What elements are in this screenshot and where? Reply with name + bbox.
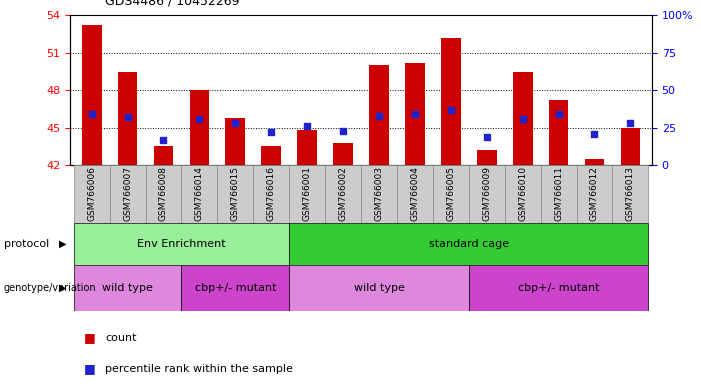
Bar (325, 165, 361, 223)
Bar (290, 223, 648, 265)
Point (409, 111, 421, 117)
Bar (189, 90, 210, 165)
Text: standard cage: standard cage (429, 239, 509, 249)
Bar (182, 165, 217, 223)
Text: GSM766007: GSM766007 (123, 166, 132, 222)
Text: ■: ■ (84, 331, 96, 344)
Bar (405, 63, 425, 165)
Bar (397, 165, 433, 223)
Bar (118, 71, 137, 165)
Point (86, 111, 97, 117)
Text: GSM766016: GSM766016 (266, 166, 275, 222)
Bar (512, 71, 533, 165)
Point (266, 129, 277, 135)
Text: GSM766003: GSM766003 (374, 166, 383, 222)
Text: cbp+/- mutant: cbp+/- mutant (195, 283, 276, 293)
Point (481, 134, 492, 140)
Text: ■: ■ (84, 362, 96, 375)
Bar (620, 127, 640, 165)
Bar (290, 165, 325, 223)
Bar (261, 146, 281, 165)
Text: GSM766013: GSM766013 (626, 166, 635, 222)
Bar (585, 159, 604, 165)
Bar (576, 165, 613, 223)
Point (193, 116, 205, 122)
Text: GSM766012: GSM766012 (590, 167, 599, 221)
Text: GSM766008: GSM766008 (159, 166, 168, 222)
Bar (540, 165, 576, 223)
Text: GSM766004: GSM766004 (410, 167, 419, 221)
Bar (333, 143, 353, 165)
Bar (154, 146, 173, 165)
Point (374, 113, 385, 119)
Text: wild type: wild type (102, 283, 153, 293)
Text: ▶: ▶ (59, 283, 67, 293)
Bar (469, 265, 648, 311)
Bar (109, 165, 146, 223)
Text: ▶: ▶ (59, 239, 67, 249)
Bar (146, 165, 182, 223)
Bar (74, 165, 109, 223)
Point (158, 137, 169, 143)
Bar (74, 265, 182, 311)
Text: Env Enrichment: Env Enrichment (137, 239, 226, 249)
Text: GSM766001: GSM766001 (303, 166, 312, 222)
Point (301, 123, 313, 129)
Bar (549, 100, 569, 165)
Text: percentile rank within the sample: percentile rank within the sample (105, 364, 293, 374)
Bar (361, 165, 397, 223)
Point (445, 107, 456, 113)
Text: GSM766009: GSM766009 (482, 166, 491, 222)
Point (553, 111, 564, 117)
Text: GDS4486 / 10452269: GDS4486 / 10452269 (105, 0, 240, 8)
Bar (505, 165, 540, 223)
Text: protocol: protocol (4, 239, 49, 249)
Bar (74, 223, 290, 265)
Bar (217, 165, 253, 223)
Point (122, 114, 133, 120)
Point (589, 131, 600, 137)
Bar (226, 118, 245, 165)
Bar (182, 265, 290, 311)
Bar (290, 265, 469, 311)
Bar (369, 65, 389, 165)
Bar (433, 165, 469, 223)
Bar (297, 130, 317, 165)
Text: genotype/variation: genotype/variation (4, 283, 96, 293)
Point (337, 127, 348, 134)
Point (517, 116, 529, 122)
Text: wild type: wild type (353, 283, 404, 293)
Bar (82, 25, 102, 165)
Text: GSM766014: GSM766014 (195, 167, 204, 221)
Text: GSM766002: GSM766002 (339, 167, 348, 221)
Bar (441, 38, 461, 165)
Text: GSM766010: GSM766010 (518, 166, 527, 222)
Text: GSM766005: GSM766005 (447, 166, 456, 222)
Point (230, 120, 241, 126)
Bar (469, 165, 505, 223)
Point (625, 120, 636, 126)
Text: GSM766011: GSM766011 (554, 166, 563, 222)
Text: count: count (105, 333, 137, 343)
Text: GSM766006: GSM766006 (87, 166, 96, 222)
Text: cbp+/- mutant: cbp+/- mutant (518, 283, 599, 293)
Text: GSM766015: GSM766015 (231, 166, 240, 222)
Bar (613, 165, 648, 223)
Bar (477, 150, 496, 165)
Bar (253, 165, 290, 223)
